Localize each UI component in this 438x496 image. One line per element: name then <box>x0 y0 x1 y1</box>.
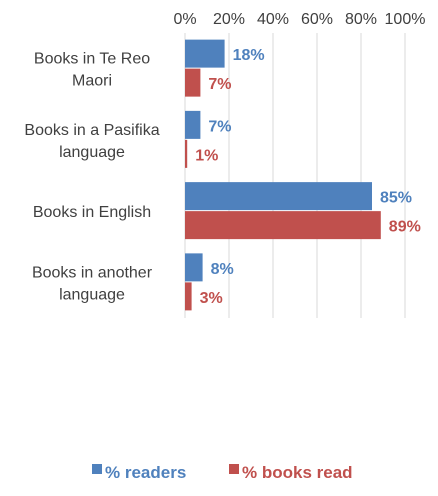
x-tick-label: 20% <box>213 11 245 28</box>
data-label: 7% <box>208 76 231 93</box>
category-label: Books in English <box>33 204 151 221</box>
x-tick-label: 60% <box>301 11 333 28</box>
category-label-line: Maori <box>72 73 112 90</box>
legend-swatch <box>229 464 239 474</box>
category-label-line: Books in Te Reo <box>34 51 150 68</box>
data-label: 85% <box>380 190 412 207</box>
data-label: 3% <box>200 290 223 307</box>
legend: % readers % books read <box>92 463 353 482</box>
category-label-line: Books in another <box>32 264 153 281</box>
legend-swatch <box>92 464 102 474</box>
category-label-line: language <box>59 286 125 303</box>
category-label: Books in Te Reo Maori <box>34 51 150 90</box>
x-tick-label: 80% <box>345 11 377 28</box>
bar <box>185 39 225 68</box>
data-label: 8% <box>211 261 234 278</box>
data-label: 7% <box>208 118 231 135</box>
legend-label: % books read <box>242 463 353 482</box>
bar <box>185 253 203 282</box>
category-label-line: language <box>59 144 125 161</box>
bar <box>185 182 372 211</box>
bar <box>185 68 201 97</box>
category-label: Books in a Pasifika language <box>24 122 159 161</box>
data-label: 18% <box>233 47 265 64</box>
bar <box>185 211 381 240</box>
x-tick-label: 0% <box>173 11 196 28</box>
bar <box>185 110 201 139</box>
x-tick-label: 100% <box>385 11 426 28</box>
x-tick-label: 40% <box>257 11 289 28</box>
category-label-line: Books in a Pasifika <box>24 122 159 139</box>
category-label-line: Books in English <box>33 204 151 221</box>
bar <box>185 139 188 168</box>
bars <box>185 39 381 311</box>
category-labels: Books in Te Reo Maori Books in a Pasifika l… <box>24 51 159 304</box>
x-axis-ticks: 0% 20% 40% 60% 80% 100% <box>173 11 425 28</box>
data-labels: 18%7%7%1%85%89%8%3% <box>195 47 421 307</box>
bar <box>185 282 192 311</box>
data-label: 89% <box>389 219 421 236</box>
legend-label: % readers <box>105 463 186 482</box>
category-label: Books in another language <box>32 264 153 303</box>
data-label: 1% <box>195 147 218 164</box>
